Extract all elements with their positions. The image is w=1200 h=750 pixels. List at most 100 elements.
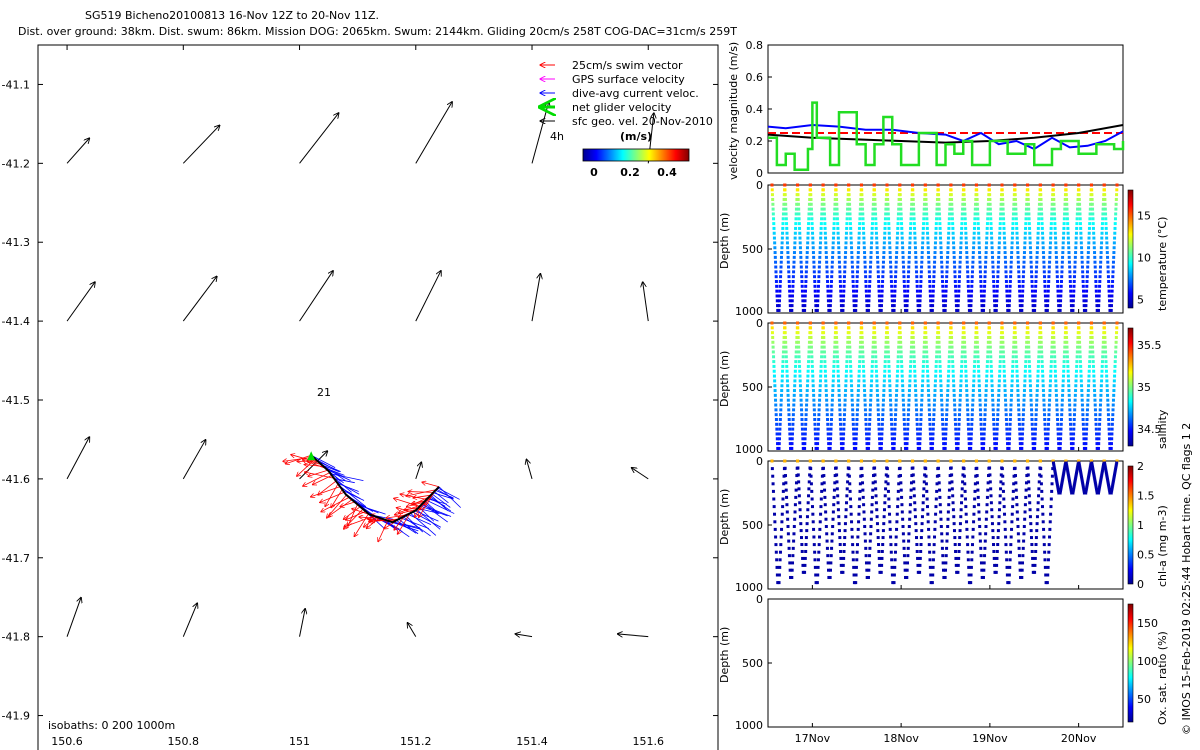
profile-point	[1033, 437, 1037, 441]
profile-point	[976, 360, 980, 364]
profile-point	[1062, 217, 1066, 221]
profile-point	[966, 550, 970, 554]
profile-point	[793, 231, 797, 235]
profile-point	[992, 549, 996, 553]
profile-point	[971, 398, 975, 402]
map-colorbar-tick-0: 0	[590, 166, 598, 179]
profile-point	[868, 408, 872, 412]
profile-point	[1109, 442, 1113, 446]
profile-point	[823, 364, 827, 368]
profile-point	[977, 379, 981, 383]
profile-point	[824, 393, 828, 397]
profile-point	[1073, 270, 1077, 274]
profile-point	[1048, 241, 1052, 245]
profile-point	[940, 532, 944, 536]
profile-point	[1091, 364, 1095, 368]
profile-point	[972, 505, 976, 509]
profile-point	[1009, 260, 1013, 264]
profile-point	[773, 255, 777, 259]
profile-point	[959, 251, 963, 255]
profile-point	[785, 241, 789, 245]
profile-point	[1077, 326, 1081, 330]
profile-point	[875, 246, 879, 250]
profile-point	[1066, 226, 1070, 230]
profile-point	[819, 236, 823, 240]
profile-point	[1110, 489, 1114, 493]
profile-point	[1017, 284, 1021, 288]
profile-point	[933, 384, 937, 388]
profile-point	[855, 427, 859, 431]
profile-point	[1009, 255, 1013, 259]
profile-point	[1107, 294, 1111, 298]
profile-point	[844, 508, 848, 512]
profile-point	[954, 563, 958, 567]
profile-point	[1080, 251, 1084, 255]
profile-point	[1098, 270, 1102, 274]
profile-point	[951, 369, 955, 373]
profile-point	[821, 459, 825, 463]
profile-point	[941, 432, 945, 436]
profile-point	[1081, 284, 1085, 288]
profile-point	[1104, 231, 1108, 235]
profile-point	[1048, 389, 1052, 393]
profile-point	[938, 360, 942, 364]
profile-point	[1040, 489, 1044, 493]
profile-point	[896, 222, 900, 226]
profile-point	[978, 398, 982, 402]
profile-point	[803, 289, 807, 293]
profile-point	[790, 442, 794, 446]
profile-point	[996, 529, 1000, 533]
profile-point	[1115, 188, 1119, 192]
profile-point	[926, 231, 930, 235]
profile-point	[794, 355, 798, 359]
profile-point	[1009, 270, 1013, 274]
profile-point	[874, 350, 878, 354]
profile-point	[924, 345, 928, 349]
profile-point	[1069, 487, 1073, 491]
profile-point	[1066, 469, 1070, 473]
profile-point	[1088, 465, 1092, 469]
profile-point	[885, 183, 889, 187]
profile-point	[868, 413, 872, 417]
profile-point	[854, 304, 858, 308]
profile-point	[916, 442, 920, 446]
profile-point	[856, 389, 860, 393]
profile-point	[975, 193, 979, 197]
profile-point	[998, 217, 1002, 221]
swim-vector	[310, 486, 341, 497]
profile-point	[1104, 217, 1108, 221]
profile-point	[844, 236, 848, 240]
profile-point	[871, 217, 875, 221]
profile-point	[1066, 374, 1070, 378]
profile-point	[795, 340, 799, 344]
profile-point	[1090, 193, 1094, 197]
profile-point	[976, 488, 980, 492]
profile-point	[892, 299, 896, 303]
profile-point	[902, 554, 906, 558]
swim-vector	[406, 489, 437, 497]
profile-point	[797, 345, 801, 349]
profile-point	[786, 393, 790, 397]
profile-point	[1103, 345, 1107, 349]
profile-point	[990, 389, 994, 393]
profile-point	[1029, 265, 1033, 269]
profile-point	[798, 515, 802, 519]
profile-ylabel: Depth (m)	[718, 351, 731, 407]
swim-vector	[369, 518, 399, 522]
profile-point	[1066, 473, 1070, 477]
profile-point	[780, 374, 784, 378]
profile-point	[935, 350, 939, 354]
profile-point	[1033, 299, 1037, 303]
profile-point	[780, 527, 784, 531]
profile-point	[1111, 398, 1115, 402]
profile-point	[1066, 364, 1070, 368]
profile-point	[773, 389, 777, 393]
profile-point	[1010, 241, 1014, 245]
profile-point	[1095, 489, 1099, 493]
profile-point	[1103, 202, 1107, 206]
profile-point	[1055, 398, 1059, 402]
profile-point	[1093, 255, 1097, 259]
profile-point	[932, 413, 936, 417]
profile-point	[843, 393, 847, 397]
profile-point	[1100, 471, 1104, 475]
